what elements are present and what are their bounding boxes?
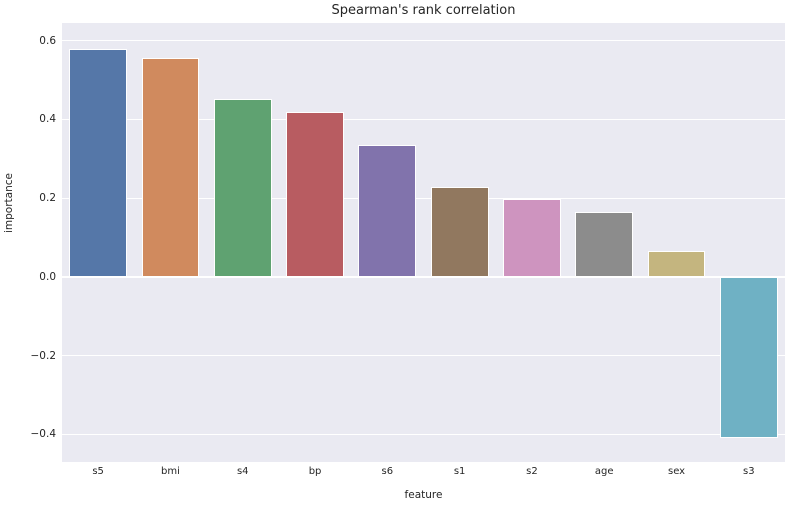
x-tick-label: s2 — [526, 466, 538, 477]
y-tick-label: −0.4 — [30, 428, 57, 441]
gridline — [62, 197, 785, 199]
gridline — [62, 40, 785, 42]
gridline — [62, 276, 785, 278]
y-tick-label: 0.2 — [39, 192, 56, 205]
bar — [286, 112, 344, 277]
x-tick-label: bp — [308, 466, 322, 477]
x-tick-label: age — [594, 466, 614, 477]
y-tick-label: −0.2 — [30, 349, 57, 362]
bar — [430, 186, 489, 277]
bar — [575, 211, 634, 277]
x-tick-label: s3 — [743, 466, 755, 477]
gridline — [62, 118, 785, 121]
x-tick-label: s6 — [381, 466, 394, 477]
x-tick-label: bmi — [161, 466, 180, 477]
x-axis-tick-labels: s5 bmi s4 bp s6 s1 s2 age sex s3 — [62, 466, 785, 484]
y-tick-label: 0.4 — [39, 113, 56, 126]
bar — [503, 198, 561, 277]
chart-title: Spearman's rank correlation — [331, 3, 516, 18]
y-axis-label: importance — [3, 173, 15, 233]
y-axis-tick-labels: 0.6 0.4 0.2 0.0 −0.2 −0.4 — [0, 23, 57, 462]
bar — [69, 49, 128, 277]
bar — [141, 58, 200, 277]
x-tick-label: s4 — [236, 466, 249, 477]
x-tick-label: s1 — [453, 466, 466, 477]
y-tick-label: 0.0 — [39, 270, 56, 283]
x-tick-label: s5 — [92, 466, 104, 477]
bar — [719, 276, 778, 438]
bar — [213, 98, 272, 277]
x-tick-label: sex — [667, 466, 686, 477]
gridline — [62, 355, 785, 357]
gridline — [62, 433, 785, 436]
y-tick-label: 0.6 — [39, 34, 56, 47]
bar — [647, 250, 706, 277]
x-axis-label: feature — [404, 489, 443, 501]
bar — [358, 145, 417, 277]
plot-area — [62, 23, 785, 462]
